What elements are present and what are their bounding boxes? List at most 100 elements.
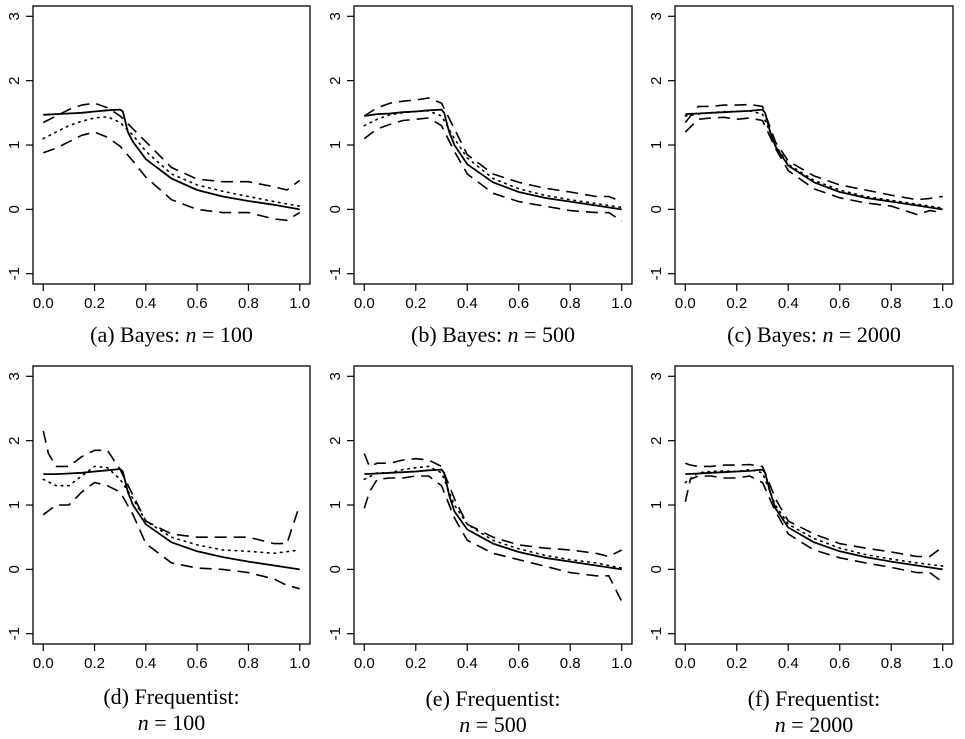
caption-part: n bbox=[185, 322, 196, 347]
plot-frame bbox=[32, 5, 311, 285]
caption-part: (a) Bayes: bbox=[90, 322, 185, 347]
panel-b: 0.0 0.2 0.4 0.6 0.8 1.0 -1 0 1 2 3 (b) Bayes: n = 5… bbox=[327, 5, 633, 347]
series-line-dashed bbox=[685, 462, 944, 558]
x-tick-label: 0.8 bbox=[560, 295, 581, 312]
x-tick-label: 0.0 bbox=[675, 295, 696, 312]
y-tick-label: 3 bbox=[6, 12, 23, 20]
series-line-dotted bbox=[363, 110, 623, 209]
caption-part: n bbox=[775, 712, 786, 737]
y-tick-label: 1 bbox=[327, 501, 344, 509]
x-tick-label: 0.0 bbox=[354, 295, 375, 312]
caption-part: (c) Bayes: bbox=[727, 322, 822, 347]
y-tick-label: 0 bbox=[648, 565, 665, 573]
x-tick-label: 0.2 bbox=[405, 655, 426, 672]
series-line-dashed bbox=[42, 430, 301, 545]
caption-part: (e) Frequentist: bbox=[425, 686, 560, 711]
caption-part: (f) Frequentist: bbox=[748, 686, 881, 711]
x-tick-label: 0.8 bbox=[560, 655, 581, 672]
y-tick-label: 2 bbox=[327, 436, 344, 444]
y-tick-label: 3 bbox=[648, 372, 665, 380]
series-line-dotted bbox=[42, 115, 301, 207]
x-tick-label: 0.2 bbox=[726, 655, 747, 672]
x-tick-label: 0.4 bbox=[135, 295, 156, 312]
series-line-dotted bbox=[684, 110, 944, 209]
series-line-dashed bbox=[363, 453, 623, 558]
series-line-dashed bbox=[684, 103, 943, 201]
panel-caption: (c) Bayes: n = 2000 bbox=[727, 322, 901, 347]
y-tick-label: 2 bbox=[327, 76, 344, 84]
y-tick-label: -1 bbox=[648, 267, 665, 280]
y-tick-label: 0 bbox=[327, 205, 344, 213]
x-tick-label: 0.6 bbox=[829, 655, 850, 672]
series-line-solid bbox=[685, 468, 943, 571]
series-line-dotted bbox=[363, 465, 623, 569]
series-line-solid bbox=[364, 468, 622, 571]
panel-caption: (a) Bayes: n = 100 bbox=[90, 322, 253, 347]
panel-caption: (d) Frequentist: bbox=[103, 684, 239, 709]
caption-part: = 500 bbox=[470, 712, 526, 737]
y-tick-label: -1 bbox=[327, 267, 344, 280]
x-tick-label: 0.8 bbox=[238, 655, 259, 672]
x-tick-label: 1.0 bbox=[611, 655, 632, 672]
panel-caption: n = 500 bbox=[459, 712, 526, 737]
series-line-dashed bbox=[363, 475, 623, 602]
y-tick-label: 1 bbox=[6, 141, 23, 149]
series-line-dashed bbox=[363, 117, 623, 222]
y-tick-label: 2 bbox=[6, 436, 23, 444]
x-tick-label: 0.6 bbox=[508, 295, 529, 312]
x-tick-label: 0.6 bbox=[508, 655, 529, 672]
y-tick-label: 1 bbox=[648, 501, 665, 509]
x-tick-label: 0.8 bbox=[881, 655, 902, 672]
panel-caption: (b) Bayes: n = 500 bbox=[411, 322, 575, 347]
series-line-dashed bbox=[43, 131, 301, 222]
panel-e: 0.0 0.2 0.4 0.6 0.8 1.0 -1 0 1 2 3 (e) Frequentist:… bbox=[327, 365, 633, 737]
caption-part: n bbox=[822, 322, 833, 347]
caption-part: (d) Frequentist: bbox=[103, 684, 239, 709]
panel-d: 0.0 0.2 0.4 0.6 0.8 1.0 -1 0 1 2 3 (d) Frequentist:… bbox=[6, 365, 311, 735]
plot-frame bbox=[353, 5, 633, 285]
x-tick-label: 0.4 bbox=[778, 295, 799, 312]
y-tick-label: 0 bbox=[648, 205, 665, 213]
caption-part: (b) Bayes: bbox=[411, 322, 508, 347]
series-line-dashed bbox=[684, 475, 944, 583]
y-tick-label: 3 bbox=[327, 12, 344, 20]
y-tick-label: 1 bbox=[6, 501, 23, 509]
y-tick-label: 0 bbox=[6, 565, 23, 573]
series-line-dotted bbox=[42, 465, 301, 555]
y-tick-label: 0 bbox=[6, 205, 23, 213]
series-line-dashed bbox=[684, 116, 943, 216]
y-tick-label: 3 bbox=[648, 12, 665, 20]
y-tick-label: -1 bbox=[6, 267, 23, 280]
x-tick-label: 0.0 bbox=[675, 655, 696, 672]
x-tick-label: 0.8 bbox=[238, 295, 259, 312]
series-line-dashed bbox=[42, 481, 300, 590]
series-line-solid bbox=[43, 468, 300, 571]
x-tick-label: 1.0 bbox=[289, 655, 310, 672]
x-tick-label: 0.4 bbox=[457, 295, 478, 312]
y-tick-label: 1 bbox=[648, 141, 665, 149]
y-tick-label: 2 bbox=[648, 436, 665, 444]
x-tick-label: 0.0 bbox=[33, 295, 54, 312]
panel-caption: n = 100 bbox=[138, 710, 205, 735]
x-tick-label: 0.6 bbox=[829, 295, 850, 312]
caption-part: = 2000 bbox=[833, 322, 900, 347]
x-tick-label: 0.4 bbox=[457, 655, 478, 672]
plot-frame bbox=[674, 365, 954, 645]
plot-frame bbox=[32, 365, 311, 645]
y-tick-label: 3 bbox=[6, 372, 23, 380]
y-tick-label: 3 bbox=[327, 372, 344, 380]
x-tick-label: 0.6 bbox=[187, 655, 208, 672]
x-tick-label: 0.2 bbox=[405, 295, 426, 312]
caption-part: = 100 bbox=[196, 322, 252, 347]
x-tick-label: 0.0 bbox=[33, 655, 54, 672]
y-tick-label: -1 bbox=[648, 627, 665, 640]
x-tick-label: 0.4 bbox=[135, 655, 156, 672]
panel-c: 0.0 0.2 0.4 0.6 0.8 1.0 -1 0 1 2 3 (c) Bayes: n = 2… bbox=[648, 5, 954, 347]
caption-part: n bbox=[459, 712, 470, 737]
caption-part: n bbox=[138, 710, 149, 735]
series-line-solid bbox=[685, 108, 943, 211]
y-tick-label: -1 bbox=[6, 627, 23, 640]
y-tick-label: 1 bbox=[327, 141, 344, 149]
panel-caption: (f) Frequentist: bbox=[748, 686, 881, 711]
